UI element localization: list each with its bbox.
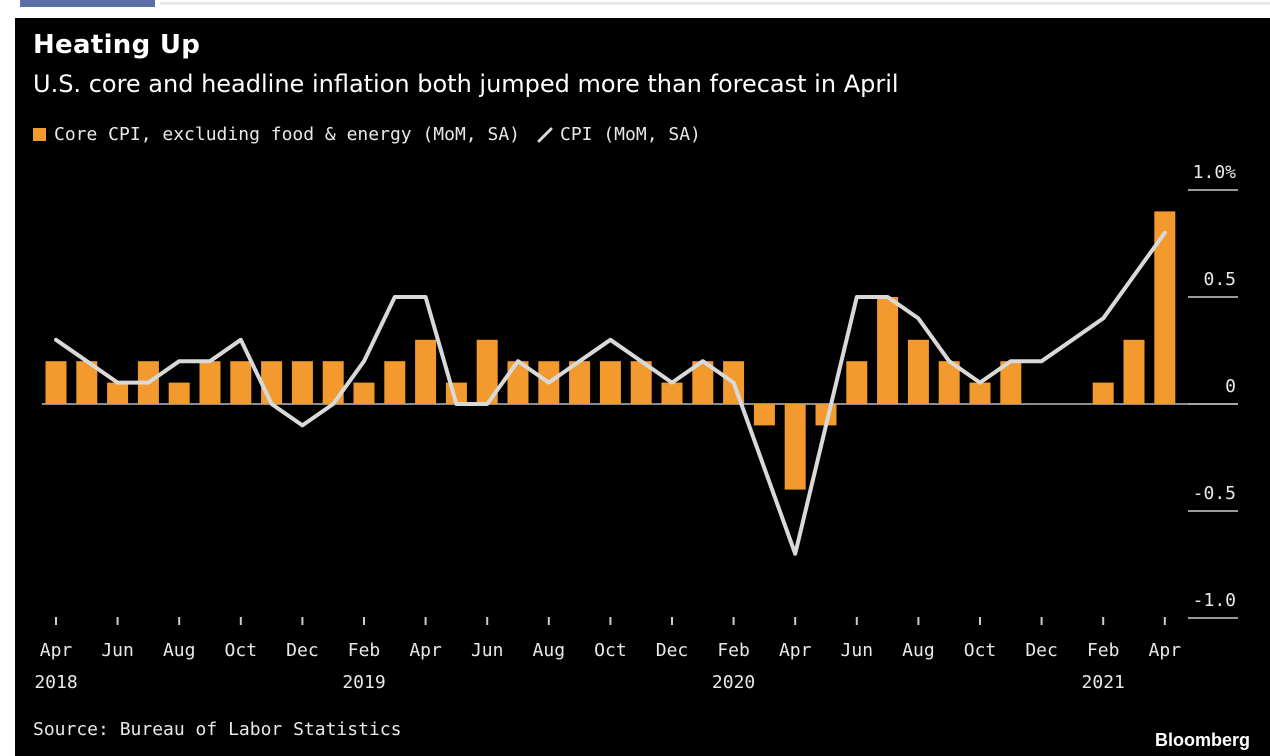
x-year-label-0: 2018 [34, 672, 77, 693]
core-cpi-bar-28 [907, 339, 929, 404]
core-cpi-bar-27 [877, 297, 899, 404]
x-tick-label-14: Aug [902, 640, 935, 661]
core-cpi-bar-34 [1092, 382, 1114, 404]
core-cpi-bar-36 [1154, 211, 1176, 404]
y-tick-label-2: 0 [1225, 376, 1236, 397]
legend-core-cpi-label: Core CPI, excluding food & energy (MoM, … [54, 124, 520, 145]
legend: Core CPI, excluding food & energy (MoM, … [33, 124, 701, 145]
x-tick-label-0: Apr [40, 640, 73, 661]
line-legend-icon [537, 127, 553, 142]
chart-subtitle: U.S. core and headline inflation both ju… [33, 70, 899, 98]
core-cpi-bar-24 [784, 404, 806, 490]
x-tick-label-5: Feb [348, 640, 381, 661]
core-cpi-bar-12 [415, 339, 437, 404]
core-cpi-bar-18 [599, 361, 621, 404]
x-year-label-5: 2019 [342, 672, 385, 693]
core-cpi-bar-19 [630, 361, 652, 404]
core-cpi-bar-30 [969, 382, 991, 404]
x-tick-label-2: Aug [163, 640, 196, 661]
x-tick-label-3: Oct [225, 640, 258, 661]
core-cpi-bar-7 [261, 361, 283, 404]
x-tick-label-15: Oct [964, 640, 997, 661]
core-cpi-bar-6 [230, 361, 252, 404]
x-tick-label-4: Dec [286, 640, 319, 661]
bar-legend-swatch [33, 128, 46, 141]
core-cpi-bar-26 [846, 361, 868, 404]
core-cpi-bar-35 [1123, 339, 1145, 404]
core-cpi-bar-0 [45, 361, 67, 404]
core-cpi-bar-4 [168, 382, 190, 404]
x-year-label-11: 2020 [712, 672, 755, 693]
x-tick-label-8: Aug [533, 640, 566, 661]
core-cpi-bar-20 [661, 382, 683, 404]
y-tick-label-0: 1.0% [1193, 162, 1237, 183]
y-tick-label-4: -1.0 [1193, 590, 1236, 611]
y-tick-label-3: -0.5 [1193, 483, 1236, 504]
source-note: Source: Bureau of Labor Statistics [33, 719, 402, 740]
core-cpi-bar-9 [322, 361, 344, 404]
core-cpi-bar-14 [476, 339, 498, 404]
x-tick-label-16: Dec [1025, 640, 1058, 661]
y-tick-label-1: 0.5 [1203, 269, 1236, 290]
x-tick-label-18: Apr [1149, 640, 1182, 661]
core-cpi-bar-29 [938, 361, 960, 404]
x-year-label-17: 2021 [1082, 672, 1125, 693]
chart-title: Heating Up [33, 30, 201, 60]
top-accent-bar [20, 0, 155, 7]
core-cpi-bar-1 [76, 361, 98, 404]
core-cpi-bar-2 [107, 382, 129, 404]
x-tick-label-17: Feb [1087, 640, 1120, 661]
core-cpi-bar-10 [353, 382, 375, 404]
x-tick-label-12: Apr [779, 640, 812, 661]
cpi-line [54, 230, 1167, 556]
core-cpi-bar-31 [1000, 361, 1022, 404]
core-cpi-bar-23 [753, 404, 775, 426]
core-cpi-bar-17 [569, 361, 591, 404]
x-tick-label-7: Jun [471, 640, 504, 661]
x-tick-label-10: Dec [656, 640, 689, 661]
bloomberg-logo: Bloomberg [1154, 730, 1250, 750]
top-rule [160, 2, 1270, 5]
x-tick-label-11: Feb [717, 640, 750, 661]
core-cpi-bar-5 [199, 361, 221, 404]
core-cpi-bar-11 [384, 361, 406, 404]
core-cpi-bar-21 [692, 361, 714, 404]
x-tick-label-13: Jun [841, 640, 874, 661]
legend-cpi-label: CPI (MoM, SA) [560, 124, 701, 145]
core-cpi-bar-8 [291, 361, 313, 404]
x-tick-label-9: Oct [594, 640, 627, 661]
x-tick-label-6: Apr [409, 640, 442, 661]
x-tick-label-1: Jun [101, 640, 134, 661]
